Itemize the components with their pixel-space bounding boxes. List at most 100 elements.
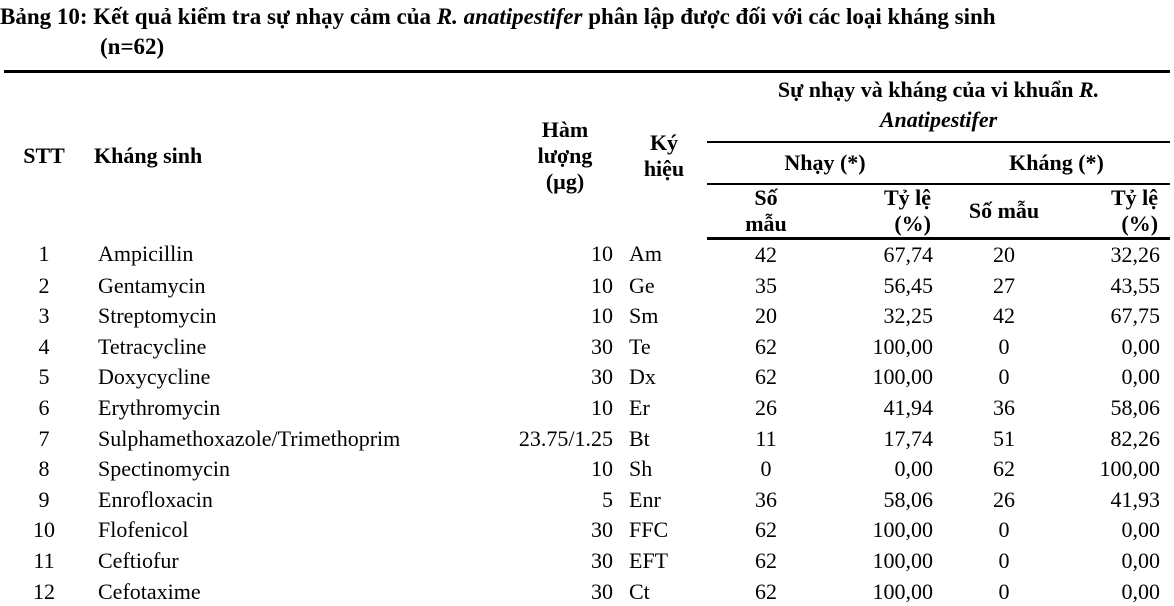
cell-ham-luong: 10 bbox=[591, 272, 613, 298]
cell-khang-sinh: Flofenicol bbox=[98, 517, 189, 543]
cell-khang-ty-le: 0,00 bbox=[1121, 578, 1161, 604]
cell-stt: 11 bbox=[33, 547, 55, 573]
cell-khang-ty-le: 0,00 bbox=[1121, 547, 1161, 573]
cell-khang-sinh: Cefotaxime bbox=[98, 578, 201, 604]
cell-ky-hieu: Ct bbox=[629, 578, 650, 604]
cell-stt: 8 bbox=[38, 456, 50, 482]
cell-ky-hieu: Am bbox=[629, 241, 662, 267]
cell-nhay-so-mau: 36 bbox=[755, 486, 777, 512]
caption-species: R. anatipestifer bbox=[436, 4, 583, 29]
cell-nhay-so-mau: 62 bbox=[755, 547, 777, 573]
caption-sample-size: (n=62) bbox=[100, 34, 165, 59]
col-header-khang-so-mau: Số mẫu bbox=[943, 184, 1065, 240]
col-header-group-sensitivity: Sự nhạy và kháng của vi khuẩn R. Anatipes… bbox=[707, 71, 1171, 143]
cell-khang-sinh: Ceftiofur bbox=[98, 547, 179, 573]
table-row: 11 Ceftiofur 30 EFT 62 100,00 0 0,00 bbox=[4, 546, 1170, 577]
table-row: 5 Doxycycline 30 Dx 62 100,00 0 0,00 bbox=[4, 362, 1170, 393]
col-header-ham-luong: Hàm lượng (µg) bbox=[537, 116, 593, 194]
table-row: 7 Sulphamethoxazole/Trimethoprim 23.75/1… bbox=[4, 424, 1170, 455]
cell-ham-luong: 30 bbox=[591, 547, 613, 573]
cell-nhay-ty-le: 0,00 bbox=[894, 456, 934, 482]
cell-stt: 1 bbox=[38, 241, 50, 267]
table-row: 10 Flofenicol 30 FFC 62 100,00 0 0,00 bbox=[4, 515, 1170, 546]
table-caption: Bảng 10: Kết quả kiểm tra sự nhạy cảm củ… bbox=[0, 2, 1174, 62]
cell-nhay-so-mau: 20 bbox=[755, 303, 777, 329]
cell-ky-hieu: Dx bbox=[629, 364, 656, 390]
cell-ky-hieu: Sm bbox=[629, 303, 659, 329]
cell-khang-sinh: Tetracycline bbox=[98, 333, 207, 359]
caption-suffix: phân lập được đối với các loại kháng sin… bbox=[588, 4, 996, 29]
table-row: 8 Spectinomycin 10 Sh 0 0,00 62 100,00 bbox=[4, 454, 1170, 485]
cell-ham-luong: 30 bbox=[591, 364, 613, 390]
cell-khang-so-mau: 0 bbox=[998, 547, 1010, 573]
cell-nhay-ty-le: 100,00 bbox=[872, 364, 934, 390]
cell-khang-ty-le: 0,00 bbox=[1121, 364, 1161, 390]
cell-ky-hieu: Te bbox=[629, 333, 651, 359]
cell-ky-hieu: Sh bbox=[629, 456, 653, 482]
table-header: STT Kháng sinh Hàm lượng (µg) Ký hiệu Sự… bbox=[4, 71, 1171, 240]
cell-ham-luong: 30 bbox=[591, 333, 613, 359]
cell-khang-so-mau: 51 bbox=[993, 425, 1015, 451]
cell-khang-sinh: Doxycycline bbox=[98, 364, 211, 390]
col-header-nhay-ty-le: Tỷ lệ (%) bbox=[825, 184, 943, 240]
cell-nhay-so-mau: 62 bbox=[755, 517, 777, 543]
cell-khang-ty-le: 58,06 bbox=[1110, 394, 1161, 420]
cell-khang-ty-le: 0,00 bbox=[1121, 517, 1161, 543]
cell-stt: 2 bbox=[38, 272, 50, 298]
cell-nhay-ty-le: 41,94 bbox=[883, 394, 934, 420]
cell-nhay-ty-le: 100,00 bbox=[872, 578, 934, 604]
table-row: 9 Enrofloxacin 5 Enr 36 58,06 26 41,93 bbox=[4, 485, 1170, 516]
group-header-species-abbr: R. bbox=[1079, 77, 1100, 102]
col-header-nhay-so-mau: Số mẫu bbox=[707, 184, 825, 240]
cell-ham-luong: 10 bbox=[591, 456, 613, 482]
cell-nhay-ty-le: 17,74 bbox=[883, 425, 934, 451]
cell-nhay-ty-le: 32,25 bbox=[883, 303, 934, 329]
cell-khang-sinh: Enrofloxacin bbox=[98, 486, 213, 512]
group-header-species-name: Anatipestifer bbox=[707, 105, 1170, 135]
cell-stt: 5 bbox=[38, 364, 50, 390]
cell-khang-ty-le: 100,00 bbox=[1099, 456, 1161, 482]
cell-stt: 9 bbox=[38, 486, 50, 512]
cell-nhay-ty-le: 100,00 bbox=[872, 517, 934, 543]
cell-khang-sinh: Ampicillin bbox=[98, 241, 194, 267]
header-row-sub: Số mẫu Tỷ lệ (%) Số mẫu Tỷ lệ (%) bbox=[4, 184, 1171, 240]
cell-nhay-ty-le: 56,45 bbox=[883, 272, 934, 298]
cell-khang-sinh: Sulphamethoxazole/Trimethoprim bbox=[98, 425, 401, 451]
cell-ham-luong: 30 bbox=[591, 578, 613, 604]
cell-ky-hieu: Bt bbox=[629, 425, 650, 451]
group-header-species-name-text: Anatipestifer bbox=[879, 107, 998, 132]
cell-ham-luong: 30 bbox=[591, 517, 613, 543]
table-row: 4 Tetracycline 30 Te 62 100,00 0 0,00 bbox=[4, 332, 1170, 363]
header-row-group: STT Kháng sinh Hàm lượng (µg) Ký hiệu Sự… bbox=[4, 71, 1171, 194]
cell-khang-sinh: Gentamycin bbox=[98, 272, 206, 298]
cell-nhay-ty-le: 100,00 bbox=[872, 333, 934, 359]
table-row: 2 Gentamycin 10 Ge 35 56,45 27 43,55 bbox=[4, 271, 1170, 302]
cell-nhay-so-mau: 62 bbox=[755, 364, 777, 390]
cell-khang-sinh: Streptomycin bbox=[98, 303, 217, 329]
cell-khang-ty-le: 32,26 bbox=[1110, 242, 1161, 267]
cell-khang-ty-le: 41,93 bbox=[1110, 486, 1161, 512]
caption-prefix: Bảng 10: Kết quả kiểm tra sự nhạy cảm củ… bbox=[0, 4, 432, 29]
cell-nhay-ty-le: 58,06 bbox=[883, 486, 934, 512]
cell-khang-so-mau: 0 bbox=[998, 578, 1010, 604]
cell-nhay-so-mau: 42 bbox=[755, 242, 777, 267]
results-table: STT Kháng sinh Hàm lượng (µg) Ký hiệu Sự… bbox=[4, 70, 1171, 606]
cell-nhay-so-mau: 11 bbox=[755, 425, 777, 451]
cell-khang-so-mau: 0 bbox=[998, 364, 1010, 390]
cell-khang-sinh: Spectinomycin bbox=[98, 456, 230, 482]
cell-ham-luong: 10 bbox=[591, 303, 613, 329]
col-header-khang: Kháng (*) bbox=[943, 142, 1171, 185]
cell-nhay-so-mau: 35 bbox=[755, 272, 777, 298]
cell-stt: 3 bbox=[38, 303, 50, 329]
cell-ky-hieu: Er bbox=[629, 394, 650, 420]
cell-khang-ty-le: 67,75 bbox=[1110, 303, 1161, 329]
table-row: 1 Ampicillin 10 Am 42 67,74 20 32,26 bbox=[4, 239, 1170, 271]
cell-stt: 6 bbox=[38, 394, 50, 420]
cell-khang-so-mau: 26 bbox=[993, 486, 1015, 512]
cell-stt: 7 bbox=[38, 425, 50, 451]
cell-ky-hieu: EFT bbox=[629, 547, 669, 573]
cell-ham-luong: 10 bbox=[591, 241, 613, 267]
cell-khang-ty-le: 0,00 bbox=[1121, 333, 1161, 359]
cell-nhay-ty-le: 67,74 bbox=[883, 242, 934, 267]
